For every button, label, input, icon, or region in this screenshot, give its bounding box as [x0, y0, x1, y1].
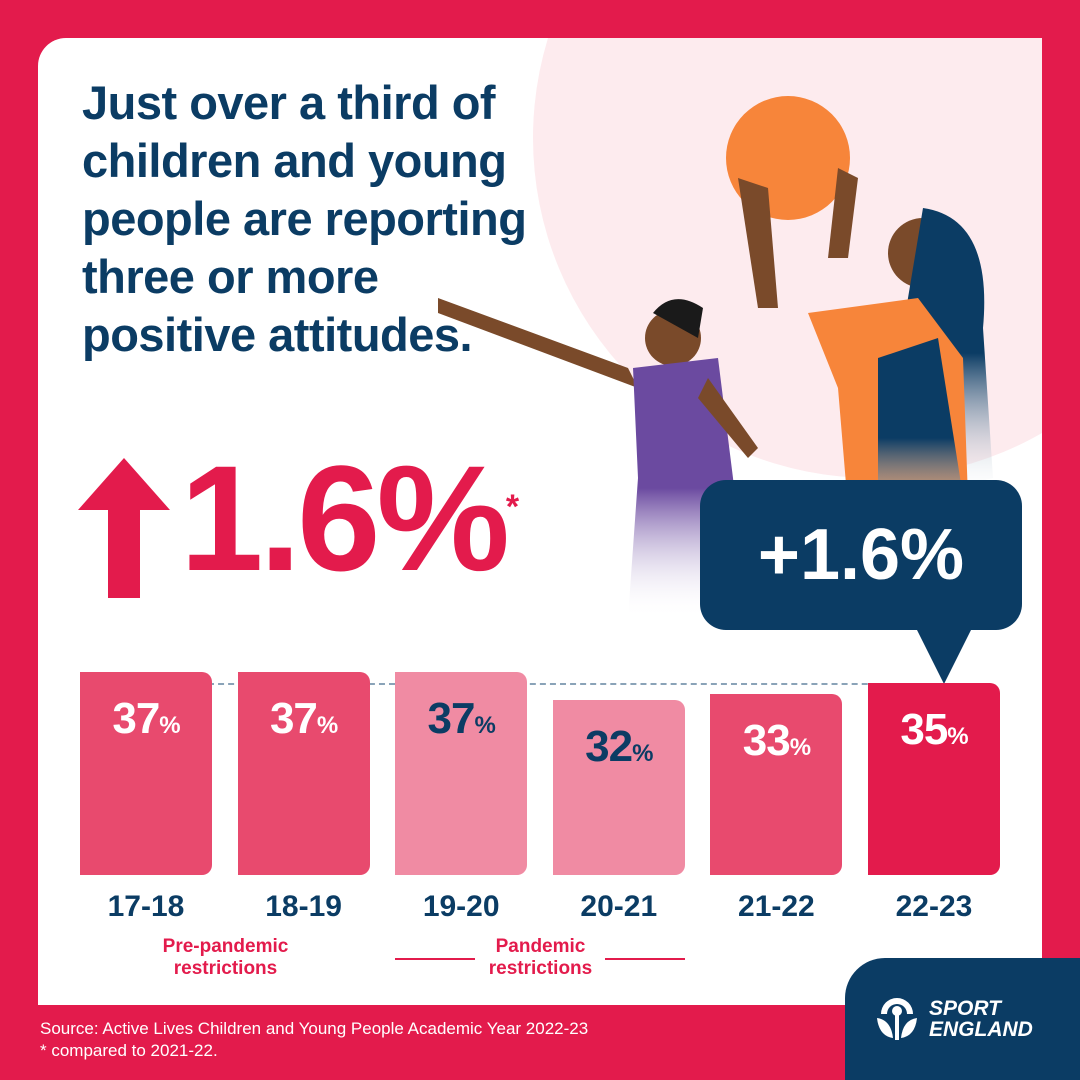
logo-line-2: ENGLAND [929, 1018, 1033, 1041]
category-label: 20-21 [580, 890, 658, 923]
bar-value: 33 [742, 716, 791, 766]
footer: Source: Active Lives Children and Young … [40, 1018, 588, 1062]
arrow-up-icon [78, 458, 170, 598]
category-label: 22-23 [895, 890, 973, 923]
bar-value-label: 37% [238, 694, 370, 744]
big-stat-value: 1.6% [180, 434, 510, 602]
pandemic-label: Pandemic restrictions [488, 936, 593, 979]
bar-value-label: 35% [868, 705, 1000, 755]
bar-value-label: 32% [553, 722, 685, 772]
bar-value: 37 [269, 693, 318, 743]
bar-value-unit: % [474, 711, 495, 739]
category-label: 18-19 [265, 890, 342, 923]
sport-england-emblem-icon [877, 998, 917, 1040]
period-line-left [395, 958, 475, 960]
bar-20-21 [552, 699, 685, 875]
bar-value: 37 [112, 693, 160, 743]
bar-value-unit: % [632, 739, 653, 767]
bar-value-unit: % [789, 734, 811, 762]
bar-17-18 [80, 671, 212, 875]
category-label: 19-20 [422, 890, 500, 923]
footnote-text: * compared to 2021-22. [40, 1041, 218, 1060]
bar-value: 35 [900, 705, 948, 754]
bar-value: 37 [427, 693, 476, 743]
reference-line [208, 683, 918, 685]
bar-value-unit: % [947, 723, 968, 750]
bar-value-unit: % [316, 711, 338, 739]
source-text: Source: Active Lives Children and Young … [40, 1019, 589, 1038]
bar-value: 32 [585, 721, 633, 771]
infographic-card: Just over a third of children and young … [38, 38, 1042, 1005]
big-stat: 1.6% * [78, 438, 519, 598]
pre-pandemic-label: Pre-pandemic restrictions [162, 936, 289, 979]
bar-21-22 [710, 694, 843, 875]
headline: Just over a third of children and young … [82, 76, 527, 361]
category-label: 21-22 [738, 890, 815, 923]
category-label: 17-18 [107, 890, 185, 923]
bar-18-19 [237, 671, 370, 875]
bar-19-20 [395, 671, 528, 875]
bar-value-label: 33% [710, 716, 842, 766]
period-line-right [605, 958, 685, 960]
sport-england-logo: SPORT ENGLAND [845, 958, 1080, 1080]
change-callout: +1.6% [700, 480, 1022, 630]
footnote-marker: * [505, 488, 520, 526]
logo-line-1: SPORT [929, 997, 1001, 1020]
bar-value-label: 37% [80, 694, 212, 744]
bar-22-23 [868, 683, 1000, 875]
bar-value-label: 37% [395, 694, 527, 744]
bar-value-unit: % [159, 711, 180, 739]
callout-pointer [916, 628, 972, 684]
